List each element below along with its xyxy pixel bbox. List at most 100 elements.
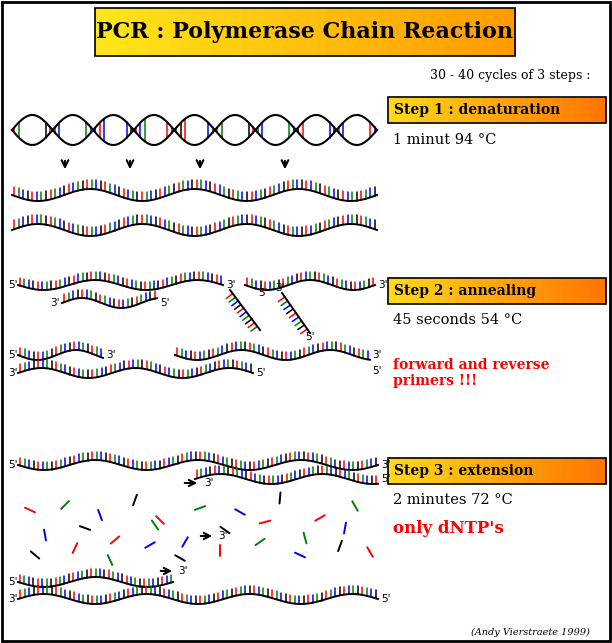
Bar (494, 8, 506, 56)
Bar (274, 8, 285, 56)
Bar (579, 97, 585, 123)
Bar (437, 97, 444, 123)
Bar (147, 8, 159, 56)
Bar (448, 458, 454, 484)
Text: 5': 5' (381, 594, 390, 604)
Text: 5': 5' (8, 577, 18, 587)
Bar (378, 8, 390, 56)
Bar (540, 97, 547, 123)
Text: 5': 5' (372, 366, 381, 376)
Bar (231, 8, 243, 56)
Bar (497, 458, 504, 484)
Bar (562, 97, 569, 123)
Bar (546, 278, 553, 304)
Bar (551, 97, 558, 123)
Bar (116, 8, 127, 56)
Bar (389, 8, 400, 56)
Bar (483, 8, 495, 56)
Text: 5': 5' (258, 288, 267, 298)
Bar (442, 97, 449, 123)
Text: 5': 5' (305, 332, 315, 342)
Bar (513, 458, 520, 484)
Bar (535, 97, 542, 123)
Text: 30 - 40 cycles of 3 steps :: 30 - 40 cycles of 3 steps : (430, 69, 590, 82)
Bar (595, 278, 602, 304)
Bar (459, 458, 465, 484)
Bar (470, 97, 476, 123)
Bar (388, 278, 606, 304)
Text: 5': 5' (8, 350, 18, 360)
Bar (453, 97, 460, 123)
Bar (508, 97, 514, 123)
Text: 3': 3' (372, 350, 381, 360)
Bar (491, 278, 498, 304)
Bar (284, 8, 296, 56)
Text: 3': 3' (50, 298, 59, 308)
Bar (551, 458, 558, 484)
Bar (452, 8, 463, 56)
Bar (137, 8, 149, 56)
Bar (253, 8, 264, 56)
Text: 3': 3' (204, 478, 214, 488)
Bar (368, 8, 379, 56)
Bar (416, 97, 422, 123)
Bar (595, 97, 602, 123)
Bar (546, 97, 553, 123)
Bar (535, 458, 542, 484)
Bar (431, 97, 438, 123)
Bar (568, 458, 574, 484)
Bar (491, 97, 498, 123)
Bar (475, 278, 482, 304)
Text: 5': 5' (381, 474, 390, 484)
Bar (475, 458, 482, 484)
Bar (420, 278, 427, 304)
Bar (573, 278, 580, 304)
Bar (242, 8, 253, 56)
Text: 3': 3' (178, 566, 187, 576)
Bar (524, 97, 531, 123)
Bar (486, 458, 493, 484)
Bar (465, 278, 471, 304)
Bar (584, 458, 591, 484)
Bar (347, 8, 359, 56)
Text: 2 minutes 72 °C: 2 minutes 72 °C (393, 493, 513, 507)
Bar (486, 278, 493, 304)
Bar (502, 278, 509, 304)
Bar (158, 8, 170, 56)
Text: (Andy Vierstraete 1999): (Andy Vierstraete 1999) (471, 628, 590, 637)
Bar (294, 8, 306, 56)
Bar (326, 8, 337, 56)
Bar (453, 278, 460, 304)
Bar (473, 8, 485, 56)
Bar (557, 97, 564, 123)
Text: only dNTP's: only dNTP's (393, 520, 504, 537)
Bar (405, 97, 411, 123)
Bar (497, 278, 504, 304)
Bar (519, 278, 525, 304)
Bar (470, 278, 476, 304)
Bar (463, 8, 474, 56)
Bar (562, 458, 569, 484)
Bar (519, 97, 525, 123)
Bar (405, 458, 411, 484)
Bar (530, 97, 536, 123)
Bar (480, 458, 487, 484)
Bar (589, 278, 596, 304)
Text: 3': 3' (106, 350, 116, 360)
Bar (399, 97, 405, 123)
Bar (394, 458, 400, 484)
Bar (584, 278, 591, 304)
Bar (416, 278, 422, 304)
Bar (420, 97, 427, 123)
Bar (437, 278, 444, 304)
Bar (179, 8, 190, 56)
Text: Step 1 : denaturation: Step 1 : denaturation (394, 103, 560, 117)
Bar (211, 8, 222, 56)
Bar (453, 458, 460, 484)
Bar (600, 97, 607, 123)
Bar (459, 278, 465, 304)
Text: Step 3 : extension: Step 3 : extension (394, 464, 534, 478)
Bar (388, 458, 606, 484)
Bar (530, 278, 536, 304)
Bar (95, 8, 515, 56)
